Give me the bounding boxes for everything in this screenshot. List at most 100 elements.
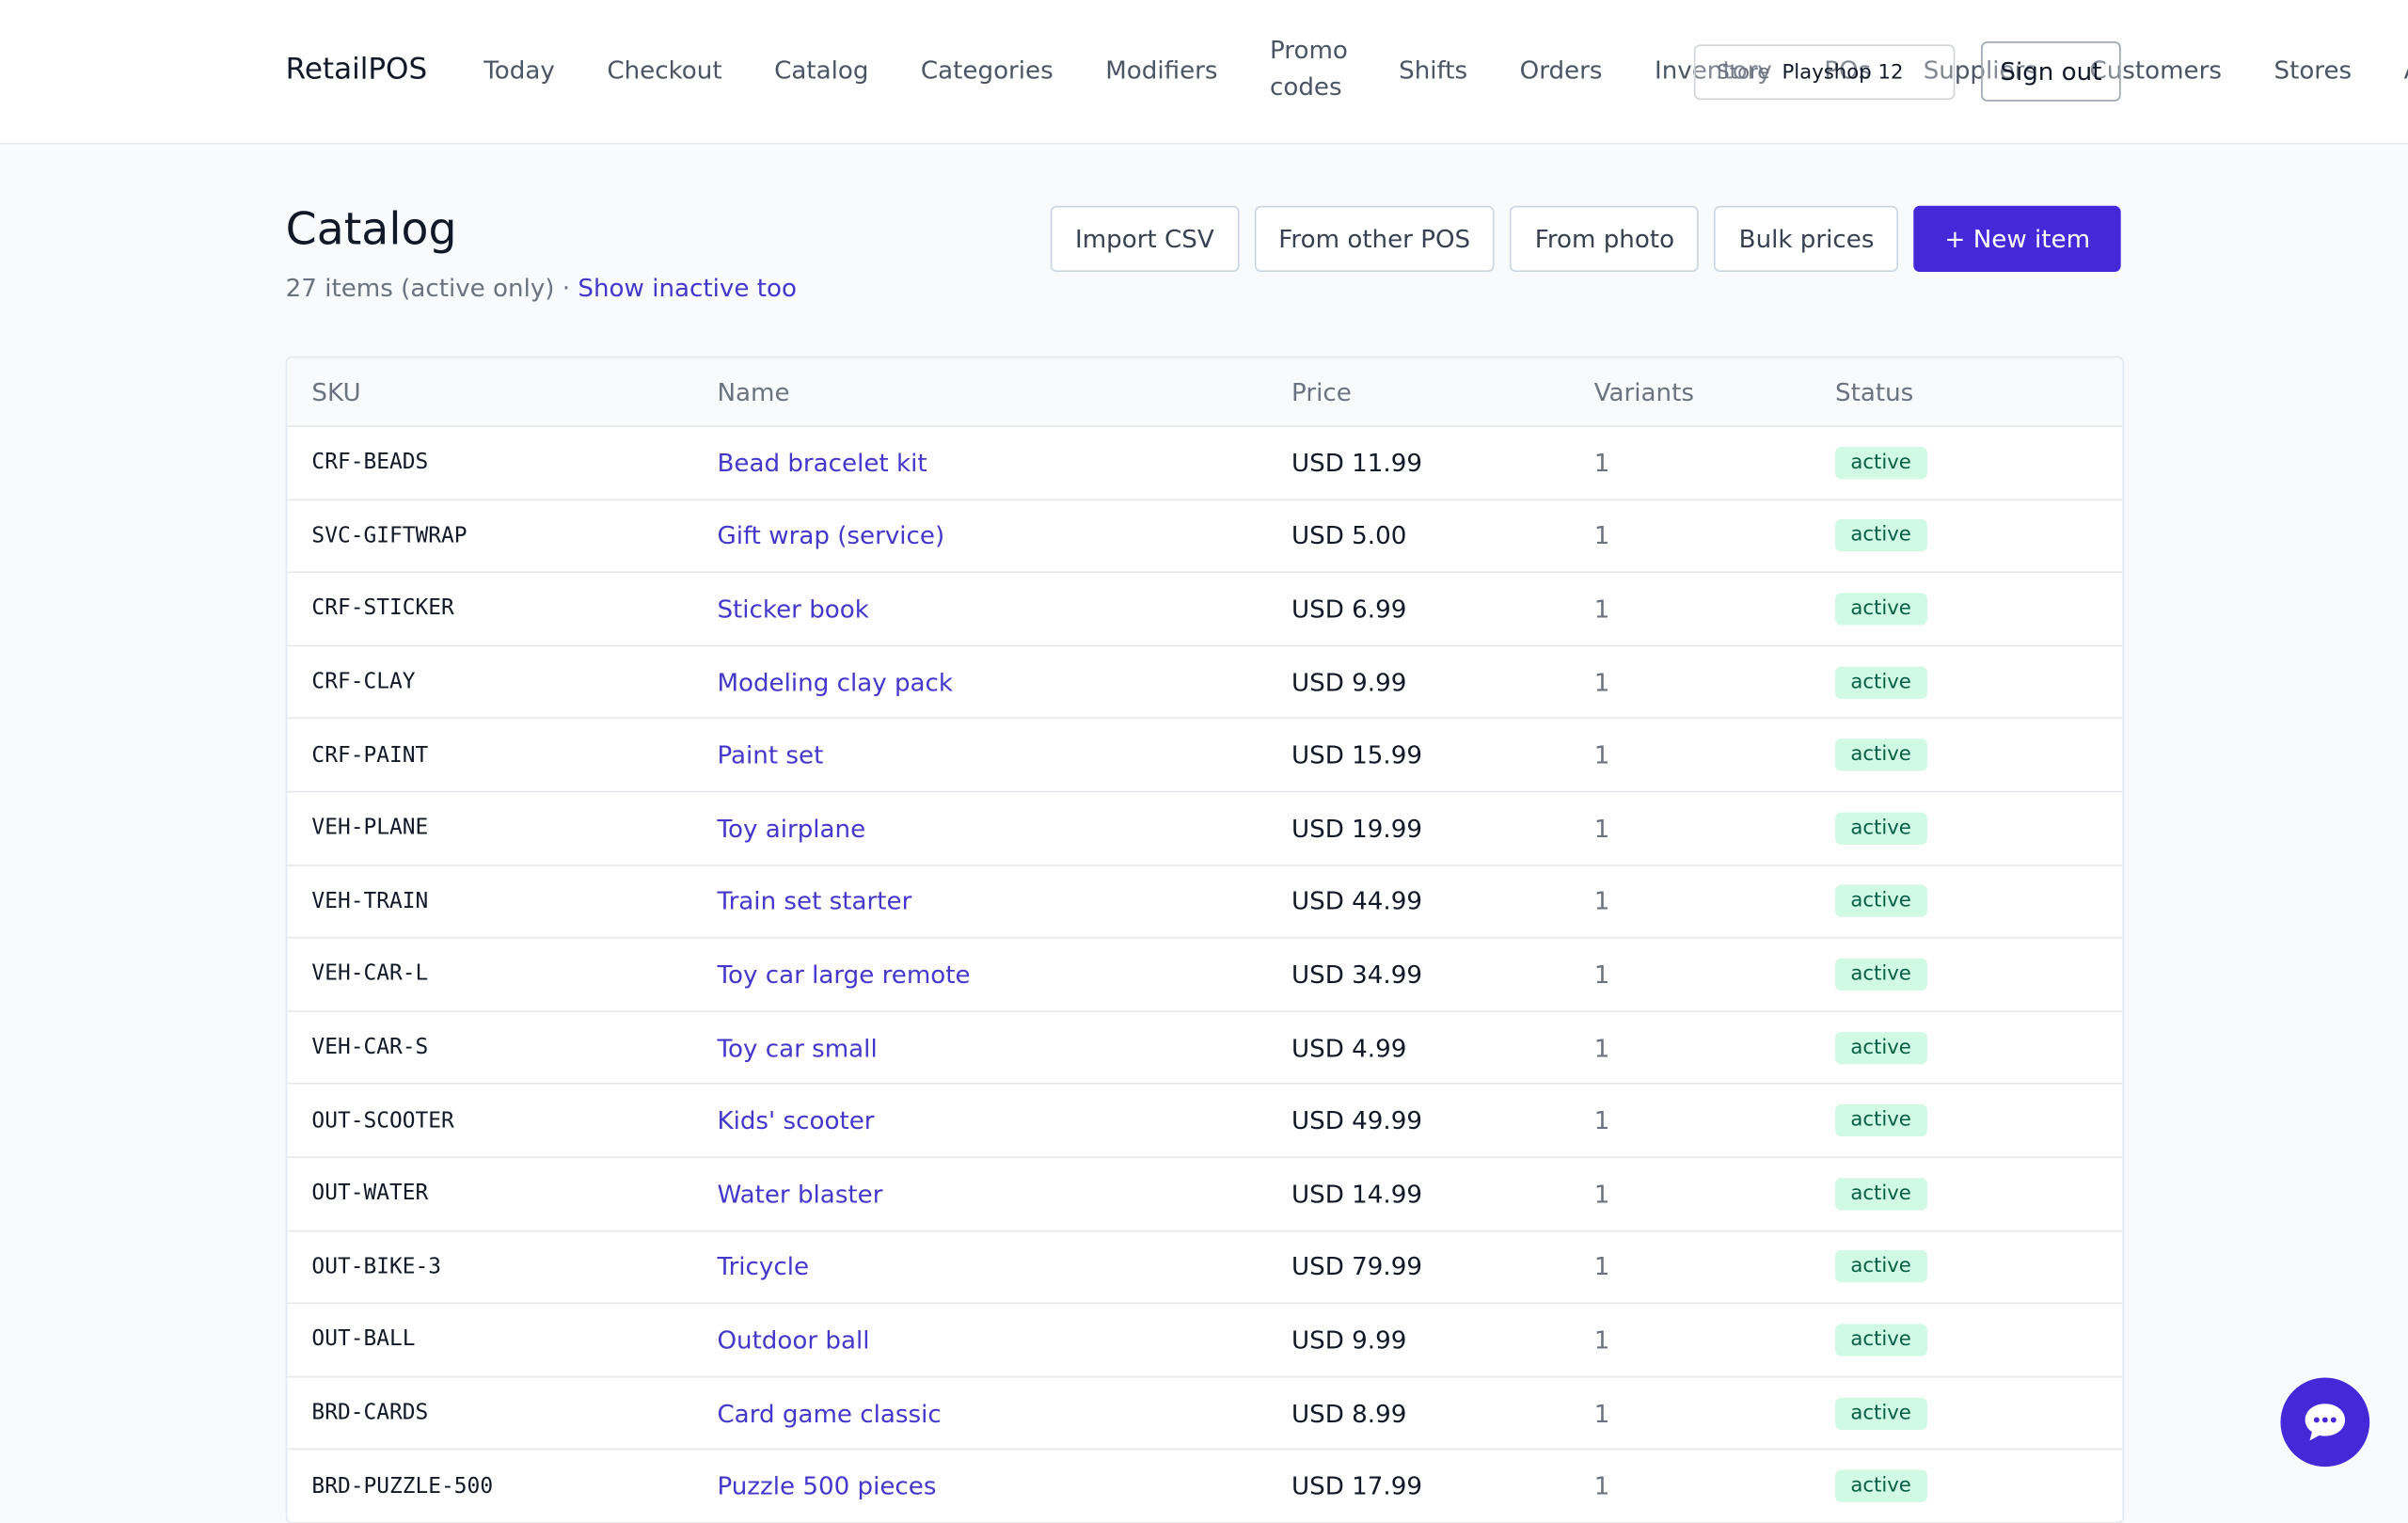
actions: Import CSV From other POS From photo Bulk p…: [1050, 205, 2121, 272]
item-name[interactable]: Paint set: [717, 740, 824, 770]
item-name[interactable]: Toy airplane: [717, 813, 866, 843]
price: USD 44.99: [1291, 886, 1422, 916]
nav-link[interactable]: Shifts: [1399, 54, 1468, 84]
nav-link[interactable]: Checkout: [607, 54, 722, 84]
status-badge: active: [1835, 738, 1927, 771]
status-badge: active: [1835, 1469, 1927, 1502]
status-cell: active: [1835, 500, 1927, 572]
status-cell: active: [1835, 1451, 1927, 1522]
price: USD 17.99: [1291, 1471, 1422, 1501]
item-name[interactable]: Kids' scooter: [717, 1105, 875, 1135]
item-name[interactable]: Bead bracelet kit: [717, 448, 927, 478]
column-header: Name: [717, 376, 790, 406]
price: USD 34.99: [1291, 960, 1422, 990]
status-badge: active: [1835, 1031, 1927, 1064]
item-name[interactable]: Water blaster: [717, 1179, 883, 1209]
table-row: VEH-CAR-S Toy car small USD 4.99 1 active: [287, 1009, 2123, 1084]
subtitle: 27 items (active only) · Show inactive t…: [286, 274, 797, 303]
table-row: OUT-BALL Outdoor ball USD 9.99 1 active: [287, 1302, 2123, 1376]
nav-link[interactable]: POs: [1824, 54, 1872, 84]
action-button[interactable]: Bulk prices: [1714, 205, 1899, 272]
new-item-button[interactable]: + New item: [1913, 205, 2121, 272]
status-cell: active: [1835, 427, 1927, 499]
item-name[interactable]: Card game classic: [717, 1398, 942, 1428]
nav-link[interactable]: Audit: [2404, 55, 2408, 84]
table-row: SVC-GIFTWRAP Gift wrap (service) USD 5.00 1…: [287, 498, 2123, 572]
nav-link[interactable]: Stores: [2273, 54, 2353, 84]
item-name[interactable]: Modeling clay pack: [717, 667, 954, 697]
chat-button[interactable]: [2280, 1377, 2370, 1467]
status-badge: active: [1835, 812, 1927, 845]
store-value: Playshop 12: [1782, 60, 1904, 84]
action-button[interactable]: Import CSV: [1050, 205, 1239, 272]
price: USD 9.99: [1291, 1325, 1407, 1355]
nav-link[interactable]: Modifiers: [1105, 54, 1218, 84]
price: USD 49.99: [1291, 1105, 1422, 1135]
sku: VEH-CAR-S: [311, 1035, 429, 1060]
status-badge: active: [1835, 1104, 1927, 1137]
nav-link[interactable]: Suppliers: [1923, 54, 2037, 84]
item-name[interactable]: Toy car small: [717, 1033, 878, 1063]
column-header: SKU: [311, 376, 361, 406]
status-badge: active: [1835, 1324, 1927, 1356]
column-header: Status: [1835, 376, 1914, 406]
table-row: CRF-PAINT Paint set USD 15.99 1 active: [287, 718, 2123, 791]
catalog-table: SKU Name Price Variants Status CRF-BEADS Bead …: [285, 356, 2124, 1523]
variants: 1: [1593, 740, 1610, 770]
status-cell: active: [1835, 865, 1927, 937]
price: USD 79.99: [1291, 1252, 1422, 1282]
sign-out[interactable]: Sign out: [1981, 41, 2121, 102]
nav-link[interactable]: Categories: [920, 54, 1054, 84]
variants: 1: [1593, 813, 1610, 843]
table-row: CRF-CLAY Modeling clay pack USD 9.99 1 activ…: [287, 644, 2123, 718]
status-cell: active: [1835, 1304, 1927, 1375]
item-name[interactable]: Train set starter: [717, 886, 912, 916]
sku: OUT-SCOOTER: [311, 1108, 454, 1134]
nav-link[interactable]: Customers: [2089, 54, 2222, 84]
nav-link[interactable]: Orders: [1519, 54, 1603, 84]
item-name[interactable]: Tricycle: [717, 1252, 810, 1282]
item-name[interactable]: Puzzle 500 pieces: [717, 1471, 937, 1501]
status-badge: active: [1835, 884, 1927, 918]
sku: VEH-PLANE: [311, 816, 429, 841]
price: USD 15.99: [1291, 740, 1422, 770]
status-cell: active: [1835, 1085, 1927, 1156]
nav-link[interactable]: Inventory: [1655, 54, 1772, 84]
status-cell: active: [1835, 939, 1927, 1010]
store-select[interactable]: Store Playshop 12: [1693, 44, 1956, 101]
sku: OUT-BIKE-3: [311, 1254, 442, 1279]
status-badge: active: [1835, 1177, 1927, 1211]
status-badge: active: [1835, 519, 1927, 552]
status-badge: active: [1835, 958, 1927, 991]
sku: OUT-BALL: [311, 1327, 416, 1353]
status-badge: active: [1835, 593, 1927, 626]
status-cell: active: [1835, 1012, 1927, 1084]
show-inactive[interactable]: Show inactive too: [578, 273, 797, 303]
table-row: OUT-WATER Water blaster USD 14.99 1 active: [287, 1156, 2123, 1230]
price: USD 5.00: [1291, 521, 1407, 551]
status-badge: active: [1835, 446, 1927, 480]
column-header: Variants: [1593, 376, 1694, 406]
variants: 1: [1593, 886, 1610, 916]
item-name[interactable]: Sticker book: [717, 594, 869, 624]
sku: OUT-WATER: [311, 1181, 429, 1207]
nav-link[interactable]: Promo codes: [1269, 35, 1348, 102]
brand[interactable]: RetailPOS: [285, 52, 428, 87]
table-row: CRF-STICKER Sticker book USD 6.99 1 active: [287, 571, 2123, 645]
item-name[interactable]: Gift wrap (service): [717, 521, 945, 551]
table-row: OUT-BIKE-3 Tricycle USD 79.99 1 active: [287, 1229, 2123, 1303]
status-cell: active: [1835, 573, 1927, 644]
item-name[interactable]: Toy car large remote: [717, 960, 971, 990]
variants: 1: [1593, 960, 1610, 990]
nav-link[interactable]: Today: [483, 54, 555, 84]
variants: 1: [1593, 1325, 1610, 1355]
nav-link[interactable]: Catalog: [774, 54, 869, 84]
status-cell: active: [1835, 1377, 1927, 1449]
item-name[interactable]: Outdoor ball: [717, 1325, 870, 1355]
action-button[interactable]: From photo: [1510, 205, 1700, 272]
action-button[interactable]: From other POS: [1254, 205, 1496, 272]
status-badge: active: [1835, 665, 1927, 699]
